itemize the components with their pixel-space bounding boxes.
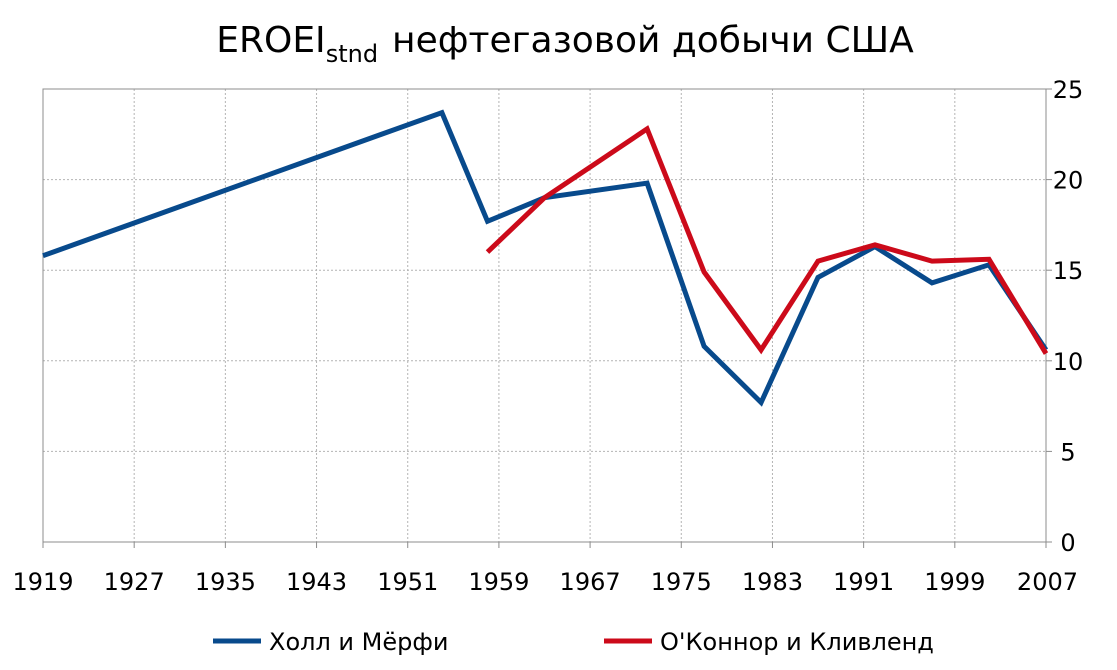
x-tick-label: 1999 — [924, 568, 985, 596]
series-line-1 — [42, 109, 1049, 407]
x-tick-label: 1935 — [195, 568, 256, 596]
x-tick-label: 1991 — [833, 568, 894, 596]
chart-title: EROEIstnd нефтегазовой добычи США — [216, 20, 914, 68]
legend-item: О'Коннор и Кливленд — [604, 628, 934, 656]
legend-item: Холл и Мёрфи — [213, 628, 448, 656]
legend: Холл и Мёрфи О'Коннор и Кливленд — [213, 628, 934, 656]
y-tick-label: 10 — [1053, 348, 1084, 376]
chart-title-main: EROEI — [216, 20, 325, 61]
chart-title-subscript: stnd — [326, 40, 378, 68]
legend-label: Холл и Мёрфи — [269, 628, 448, 656]
y-tick-labels: 0 5 10 15 20 25 — [1053, 76, 1084, 557]
x-tick-label: 1951 — [377, 568, 438, 596]
series-line-2 — [485, 125, 1049, 355]
x-tick-label: 1919 — [12, 568, 73, 596]
x-tick-label: 1975 — [651, 568, 712, 596]
x-tick-label: 1959 — [468, 568, 529, 596]
chart-title-rest: нефтегазовой добычи США — [392, 20, 914, 61]
x-tick-label: 1983 — [742, 568, 803, 596]
y-tick-label: 5 — [1060, 438, 1075, 466]
x-tick-labels: 1919 1927 1935 1943 1951 1959 1967 1975 1983 1991… — [12, 568, 1078, 596]
y-tick-label: 20 — [1053, 167, 1084, 195]
plot-area-border — [42, 88, 1047, 543]
series-layer — [42, 109, 1049, 407]
grid — [42, 88, 1052, 548]
y-tick-label: 15 — [1053, 257, 1084, 285]
x-tick-label: 1943 — [286, 568, 347, 596]
legend-label: О'Коннор и Кливленд — [660, 628, 934, 656]
y-tick-label: 0 — [1060, 529, 1075, 557]
y-tick-label: 25 — [1053, 76, 1084, 104]
x-tick-label: 1927 — [104, 568, 165, 596]
x-tick-label: 1967 — [560, 568, 621, 596]
x-tick-label: 2007 — [1017, 568, 1078, 596]
